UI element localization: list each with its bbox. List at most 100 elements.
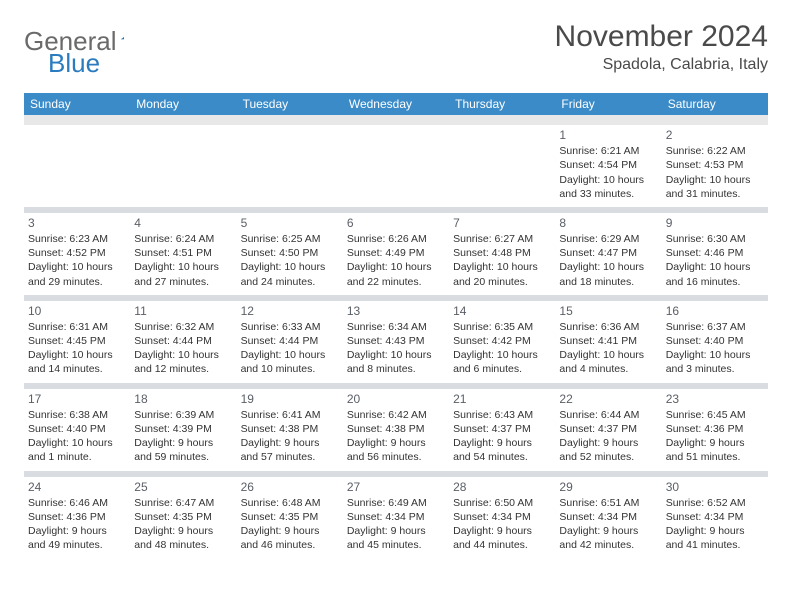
day-line: Daylight: 9 hours	[134, 524, 232, 538]
day-number: 3	[28, 215, 126, 231]
day-number: 25	[134, 479, 232, 495]
day-line: and 4 minutes.	[559, 362, 657, 376]
day-line: Sunset: 4:35 PM	[134, 510, 232, 524]
day-line: Sunset: 4:54 PM	[559, 158, 657, 172]
day-line: Sunrise: 6:32 AM	[134, 320, 232, 334]
day-line: Sunrise: 6:51 AM	[559, 496, 657, 510]
week-row: 24Sunrise: 6:46 AMSunset: 4:36 PMDayligh…	[24, 477, 768, 559]
day-number: 13	[347, 303, 445, 319]
day-line: Daylight: 10 hours	[559, 348, 657, 362]
day-line: Daylight: 10 hours	[347, 260, 445, 274]
day-line: Sunrise: 6:41 AM	[241, 408, 339, 422]
day-cell: 20Sunrise: 6:42 AMSunset: 4:38 PMDayligh…	[343, 389, 449, 471]
day-line: and 10 minutes.	[241, 362, 339, 376]
day-cell: 3Sunrise: 6:23 AMSunset: 4:52 PMDaylight…	[24, 213, 130, 295]
day-line: Sunset: 4:35 PM	[241, 510, 339, 524]
day-line: Sunset: 4:34 PM	[559, 510, 657, 524]
day-line: Sunrise: 6:24 AM	[134, 232, 232, 246]
day-cell	[24, 125, 130, 207]
day-number: 18	[134, 391, 232, 407]
day-line: Sunrise: 6:35 AM	[453, 320, 551, 334]
day-line: Sunset: 4:45 PM	[28, 334, 126, 348]
day-line: Sunrise: 6:25 AM	[241, 232, 339, 246]
day-line: Sunset: 4:36 PM	[28, 510, 126, 524]
day-line: Sunset: 4:34 PM	[347, 510, 445, 524]
col-wed: Wednesday	[343, 93, 449, 115]
col-sun: Sunday	[24, 93, 130, 115]
day-line: Sunset: 4:34 PM	[453, 510, 551, 524]
col-thu: Thursday	[449, 93, 555, 115]
day-line: and 52 minutes.	[559, 450, 657, 464]
day-line: Daylight: 10 hours	[28, 348, 126, 362]
day-line: Sunrise: 6:38 AM	[28, 408, 126, 422]
day-line: Sunset: 4:37 PM	[559, 422, 657, 436]
day-line: and 12 minutes.	[134, 362, 232, 376]
day-line: Sunrise: 6:46 AM	[28, 496, 126, 510]
day-line: and 16 minutes.	[666, 275, 764, 289]
day-number: 30	[666, 479, 764, 495]
day-line: Daylight: 9 hours	[241, 436, 339, 450]
day-number: 21	[453, 391, 551, 407]
day-number: 2	[666, 127, 764, 143]
day-line: Daylight: 10 hours	[666, 348, 764, 362]
day-cell: 18Sunrise: 6:39 AMSunset: 4:39 PMDayligh…	[130, 389, 236, 471]
day-line: and 14 minutes.	[28, 362, 126, 376]
day-number: 16	[666, 303, 764, 319]
day-number: 14	[453, 303, 551, 319]
day-number: 9	[666, 215, 764, 231]
week-row: 1Sunrise: 6:21 AMSunset: 4:54 PMDaylight…	[24, 125, 768, 207]
day-line: Sunset: 4:40 PM	[28, 422, 126, 436]
day-line: Daylight: 10 hours	[666, 173, 764, 187]
day-cell: 21Sunrise: 6:43 AMSunset: 4:37 PMDayligh…	[449, 389, 555, 471]
day-cell	[237, 125, 343, 207]
day-cell: 22Sunrise: 6:44 AMSunset: 4:37 PMDayligh…	[555, 389, 661, 471]
month-title: November 2024	[555, 20, 768, 54]
day-line: Daylight: 10 hours	[347, 348, 445, 362]
day-cell: 6Sunrise: 6:26 AMSunset: 4:49 PMDaylight…	[343, 213, 449, 295]
day-line: Daylight: 10 hours	[134, 348, 232, 362]
day-number: 19	[241, 391, 339, 407]
day-line: Sunrise: 6:33 AM	[241, 320, 339, 334]
day-cell: 24Sunrise: 6:46 AMSunset: 4:36 PMDayligh…	[24, 477, 130, 559]
day-line: Sunrise: 6:34 AM	[347, 320, 445, 334]
day-line: Daylight: 9 hours	[666, 524, 764, 538]
day-line: Sunrise: 6:44 AM	[559, 408, 657, 422]
col-tue: Tuesday	[237, 93, 343, 115]
day-number: 22	[559, 391, 657, 407]
day-number: 29	[559, 479, 657, 495]
day-line: Sunset: 4:34 PM	[666, 510, 764, 524]
col-fri: Friday	[555, 93, 661, 115]
day-line: Daylight: 10 hours	[453, 348, 551, 362]
day-line: Sunrise: 6:31 AM	[28, 320, 126, 334]
day-line: Sunset: 4:46 PM	[666, 246, 764, 260]
day-line: Sunset: 4:38 PM	[241, 422, 339, 436]
day-line: Daylight: 10 hours	[241, 260, 339, 274]
day-line: Sunrise: 6:43 AM	[453, 408, 551, 422]
day-line: Daylight: 9 hours	[28, 524, 126, 538]
day-line: Sunrise: 6:27 AM	[453, 232, 551, 246]
day-cell: 17Sunrise: 6:38 AMSunset: 4:40 PMDayligh…	[24, 389, 130, 471]
logo-word2: Blue	[48, 48, 100, 79]
day-cell: 23Sunrise: 6:45 AMSunset: 4:36 PMDayligh…	[662, 389, 768, 471]
day-cell: 11Sunrise: 6:32 AMSunset: 4:44 PMDayligh…	[130, 301, 236, 383]
day-line: Sunrise: 6:45 AM	[666, 408, 764, 422]
day-line: and 24 minutes.	[241, 275, 339, 289]
day-line: Sunrise: 6:47 AM	[134, 496, 232, 510]
day-line: and 51 minutes.	[666, 450, 764, 464]
day-line: Daylight: 9 hours	[134, 436, 232, 450]
day-line: and 44 minutes.	[453, 538, 551, 552]
day-line: and 45 minutes.	[347, 538, 445, 552]
day-line: and 41 minutes.	[666, 538, 764, 552]
day-line: and 33 minutes.	[559, 187, 657, 201]
day-line: Daylight: 9 hours	[559, 524, 657, 538]
day-cell: 2Sunrise: 6:22 AMSunset: 4:53 PMDaylight…	[662, 125, 768, 207]
day-line: Daylight: 9 hours	[666, 436, 764, 450]
day-cell: 10Sunrise: 6:31 AMSunset: 4:45 PMDayligh…	[24, 301, 130, 383]
day-line: and 29 minutes.	[28, 275, 126, 289]
day-cell: 13Sunrise: 6:34 AMSunset: 4:43 PMDayligh…	[343, 301, 449, 383]
day-cell: 26Sunrise: 6:48 AMSunset: 4:35 PMDayligh…	[237, 477, 343, 559]
day-line: Sunset: 4:38 PM	[347, 422, 445, 436]
day-number: 11	[134, 303, 232, 319]
day-cell: 4Sunrise: 6:24 AMSunset: 4:51 PMDaylight…	[130, 213, 236, 295]
day-line: Sunrise: 6:49 AM	[347, 496, 445, 510]
